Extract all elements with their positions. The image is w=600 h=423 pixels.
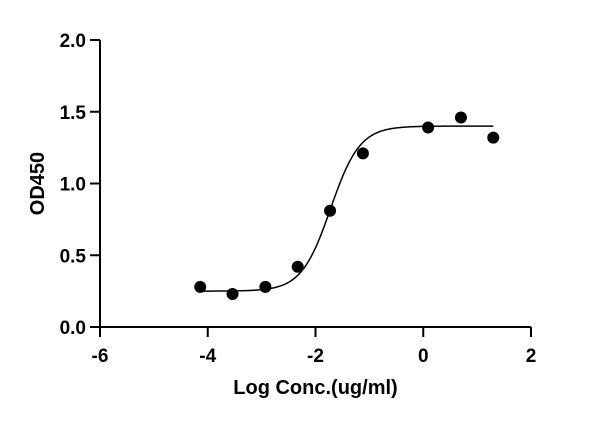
x-tick-label: 2 <box>526 346 537 367</box>
x-tick-label: -6 <box>92 346 109 367</box>
x-tick-label: 0 <box>418 346 429 367</box>
data-point <box>194 280 207 293</box>
data-point <box>291 260 304 273</box>
y-axis-title: OD450 <box>27 152 49 215</box>
y-tick-label: 0.5 <box>60 246 87 267</box>
y-tick-label: 1.5 <box>60 103 87 124</box>
y-axis: 0.0 0.5 1.0 1.5 2.0 OD450 <box>27 31 101 339</box>
data-point <box>422 121 435 134</box>
data-point <box>487 131 500 144</box>
data-point <box>454 111 467 124</box>
y-ticks: 0.0 0.5 1.0 1.5 2.0 <box>60 31 100 339</box>
y-tick-label: 2.0 <box>60 31 86 52</box>
x-tick-label: -4 <box>199 346 216 367</box>
y-tick-label: 1.0 <box>60 175 86 196</box>
data-point <box>259 280 272 293</box>
data-points <box>194 111 500 300</box>
x-axis-title: Log Conc.(ug/ml) <box>233 377 397 399</box>
data-point <box>226 287 239 300</box>
data-point <box>356 147 369 160</box>
x-tick-label: -2 <box>307 346 324 367</box>
y-tick-label: 0.0 <box>60 318 86 339</box>
fit-curve <box>200 125 494 292</box>
data-point <box>324 204 337 217</box>
x-axis: -6 -4 -2 0 2 Log Conc.(ug/ml) <box>92 326 537 399</box>
x-ticks: -6 -4 -2 0 2 <box>92 327 537 367</box>
